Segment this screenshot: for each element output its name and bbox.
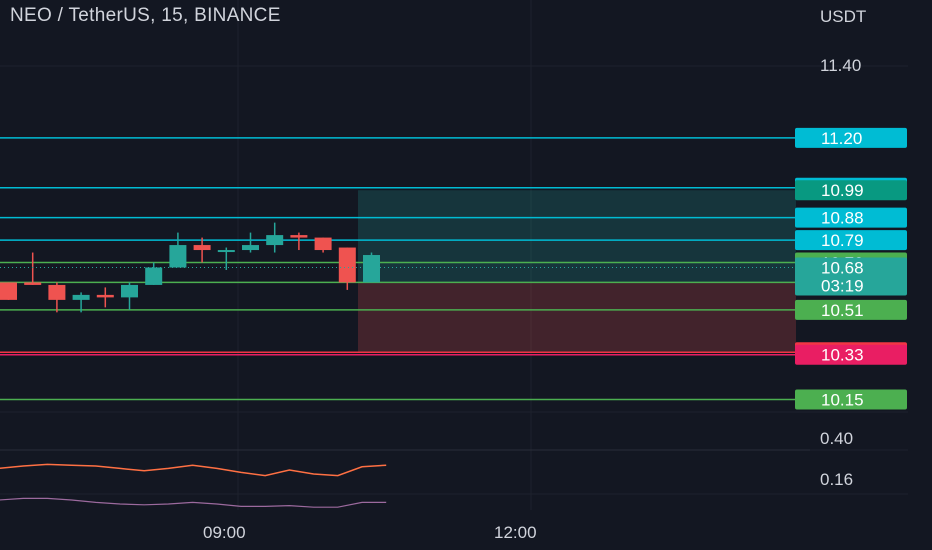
- candle-body-15: [363, 255, 380, 283]
- candle-body-11: [266, 235, 284, 246]
- current-price-badge-bg: [795, 257, 907, 296]
- grid: [0, 0, 908, 510]
- countdown-label: 03:19: [821, 276, 864, 295]
- candle-body-12: [290, 235, 308, 238]
- price-axis: USDT11.4011.2011.0010.9910.8810.7910.701…: [795, 7, 907, 489]
- position-zones: [358, 190, 796, 353]
- level-badge-3: 10.88: [821, 209, 864, 228]
- level-badge-2: 10.99: [821, 181, 864, 200]
- candle-body-4: [96, 294, 114, 298]
- candlesticks: [0, 222, 380, 313]
- axis-tick-label-0: 11.40: [820, 56, 861, 75]
- time-label-0: 09:00: [203, 523, 246, 542]
- level-badge-2-bg: [795, 180, 907, 201]
- oscillator-slow-line: [0, 497, 387, 508]
- time-axis: 09:00 12:00: [203, 523, 537, 542]
- candle-body-0: [0, 282, 17, 300]
- oscillator-fast-line: [0, 463, 387, 477]
- oscillator-pane: [0, 463, 387, 508]
- level-badge-7-bg: [795, 299, 907, 320]
- indicator-axis-label-1: 0.16: [820, 470, 853, 489]
- time-label-1: 12:00: [494, 523, 537, 542]
- level-badge-0-bg: [795, 127, 907, 148]
- candle-body-8: [193, 245, 211, 251]
- indicator-axis-label-0: 0.40: [820, 429, 853, 448]
- chart-title: NEO / TetherUS, 15, BINANCE: [10, 5, 281, 26]
- candle-body-2: [48, 284, 66, 300]
- level-badge-4-bg: [795, 230, 907, 251]
- candle-body-10: [242, 245, 259, 251]
- candle-body-7: [169, 245, 187, 268]
- level-badge-4: 10.79: [821, 231, 864, 250]
- candle-body-13: [314, 237, 332, 251]
- profit-zone: [358, 190, 796, 283]
- level-badge-7: 10.51: [821, 301, 864, 320]
- level-badge-9: 10.33: [821, 346, 864, 365]
- candle-body-14: [338, 247, 356, 283]
- candle-body-3: [72, 294, 90, 300]
- level-badge-10-bg: [795, 389, 907, 410]
- candle-body-9: [217, 250, 235, 253]
- loss-zone: [358, 282, 796, 353]
- level-badge-10: 10.15: [821, 391, 864, 410]
- candle-body-6: [145, 267, 163, 285]
- level-badge-0: 11.20: [821, 129, 862, 148]
- current-price-badge: 10.68: [821, 258, 864, 277]
- candle-body-1: [24, 282, 42, 285]
- price-levels: [0, 137, 796, 401]
- level-badge-9-bg: [795, 344, 907, 365]
- candle-body-5: [121, 284, 138, 298]
- axis-currency: USDT: [820, 7, 866, 26]
- level-badge-3-bg: [795, 207, 907, 228]
